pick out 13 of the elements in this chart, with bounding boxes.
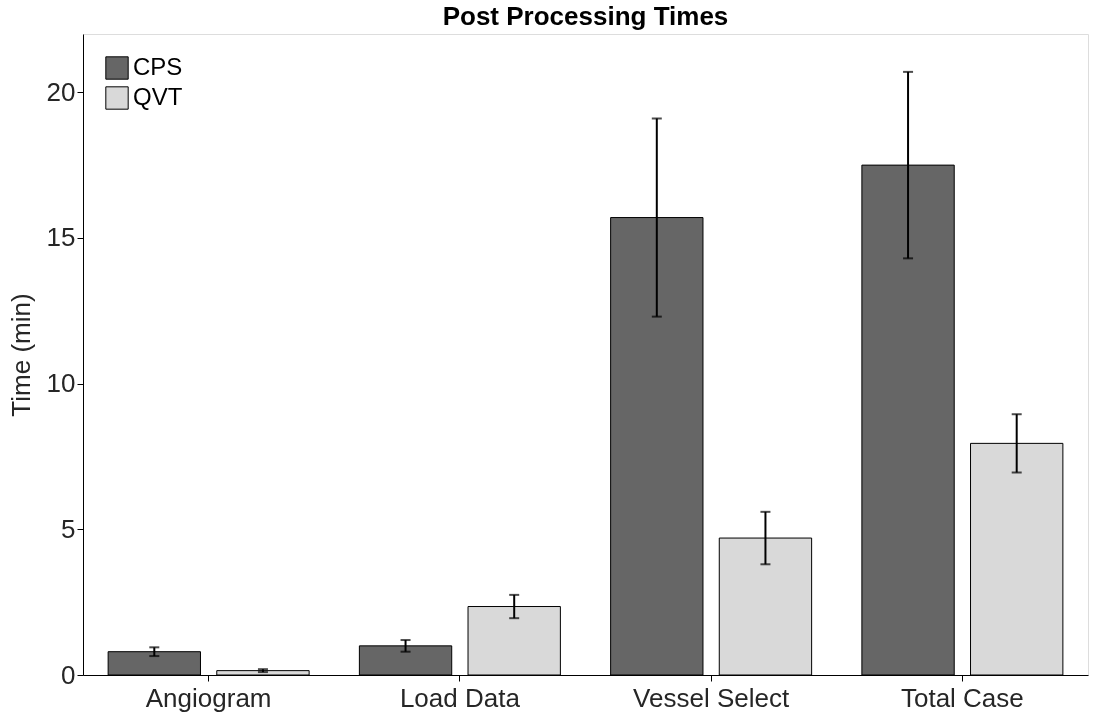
- y-tick-label: 15: [46, 222, 76, 253]
- legend-label: QVT: [133, 83, 183, 110]
- y-tick-label: 10: [46, 368, 76, 399]
- y-tick-label: 5: [61, 513, 76, 544]
- x-tick-label: Total Case: [900, 682, 1024, 713]
- x-tick-label: Load Data: [399, 682, 521, 713]
- y-axis-title: Time (min): [5, 293, 36, 417]
- x-tick-label: Vessel Select: [633, 682, 790, 713]
- legend-label: CPS: [133, 53, 183, 80]
- y-tick-label: 20: [46, 76, 76, 107]
- chart-title: Post Processing Times: [442, 1, 729, 31]
- x-tick-label: Angiogram: [145, 682, 272, 713]
- y-tick-label: 0: [61, 659, 76, 690]
